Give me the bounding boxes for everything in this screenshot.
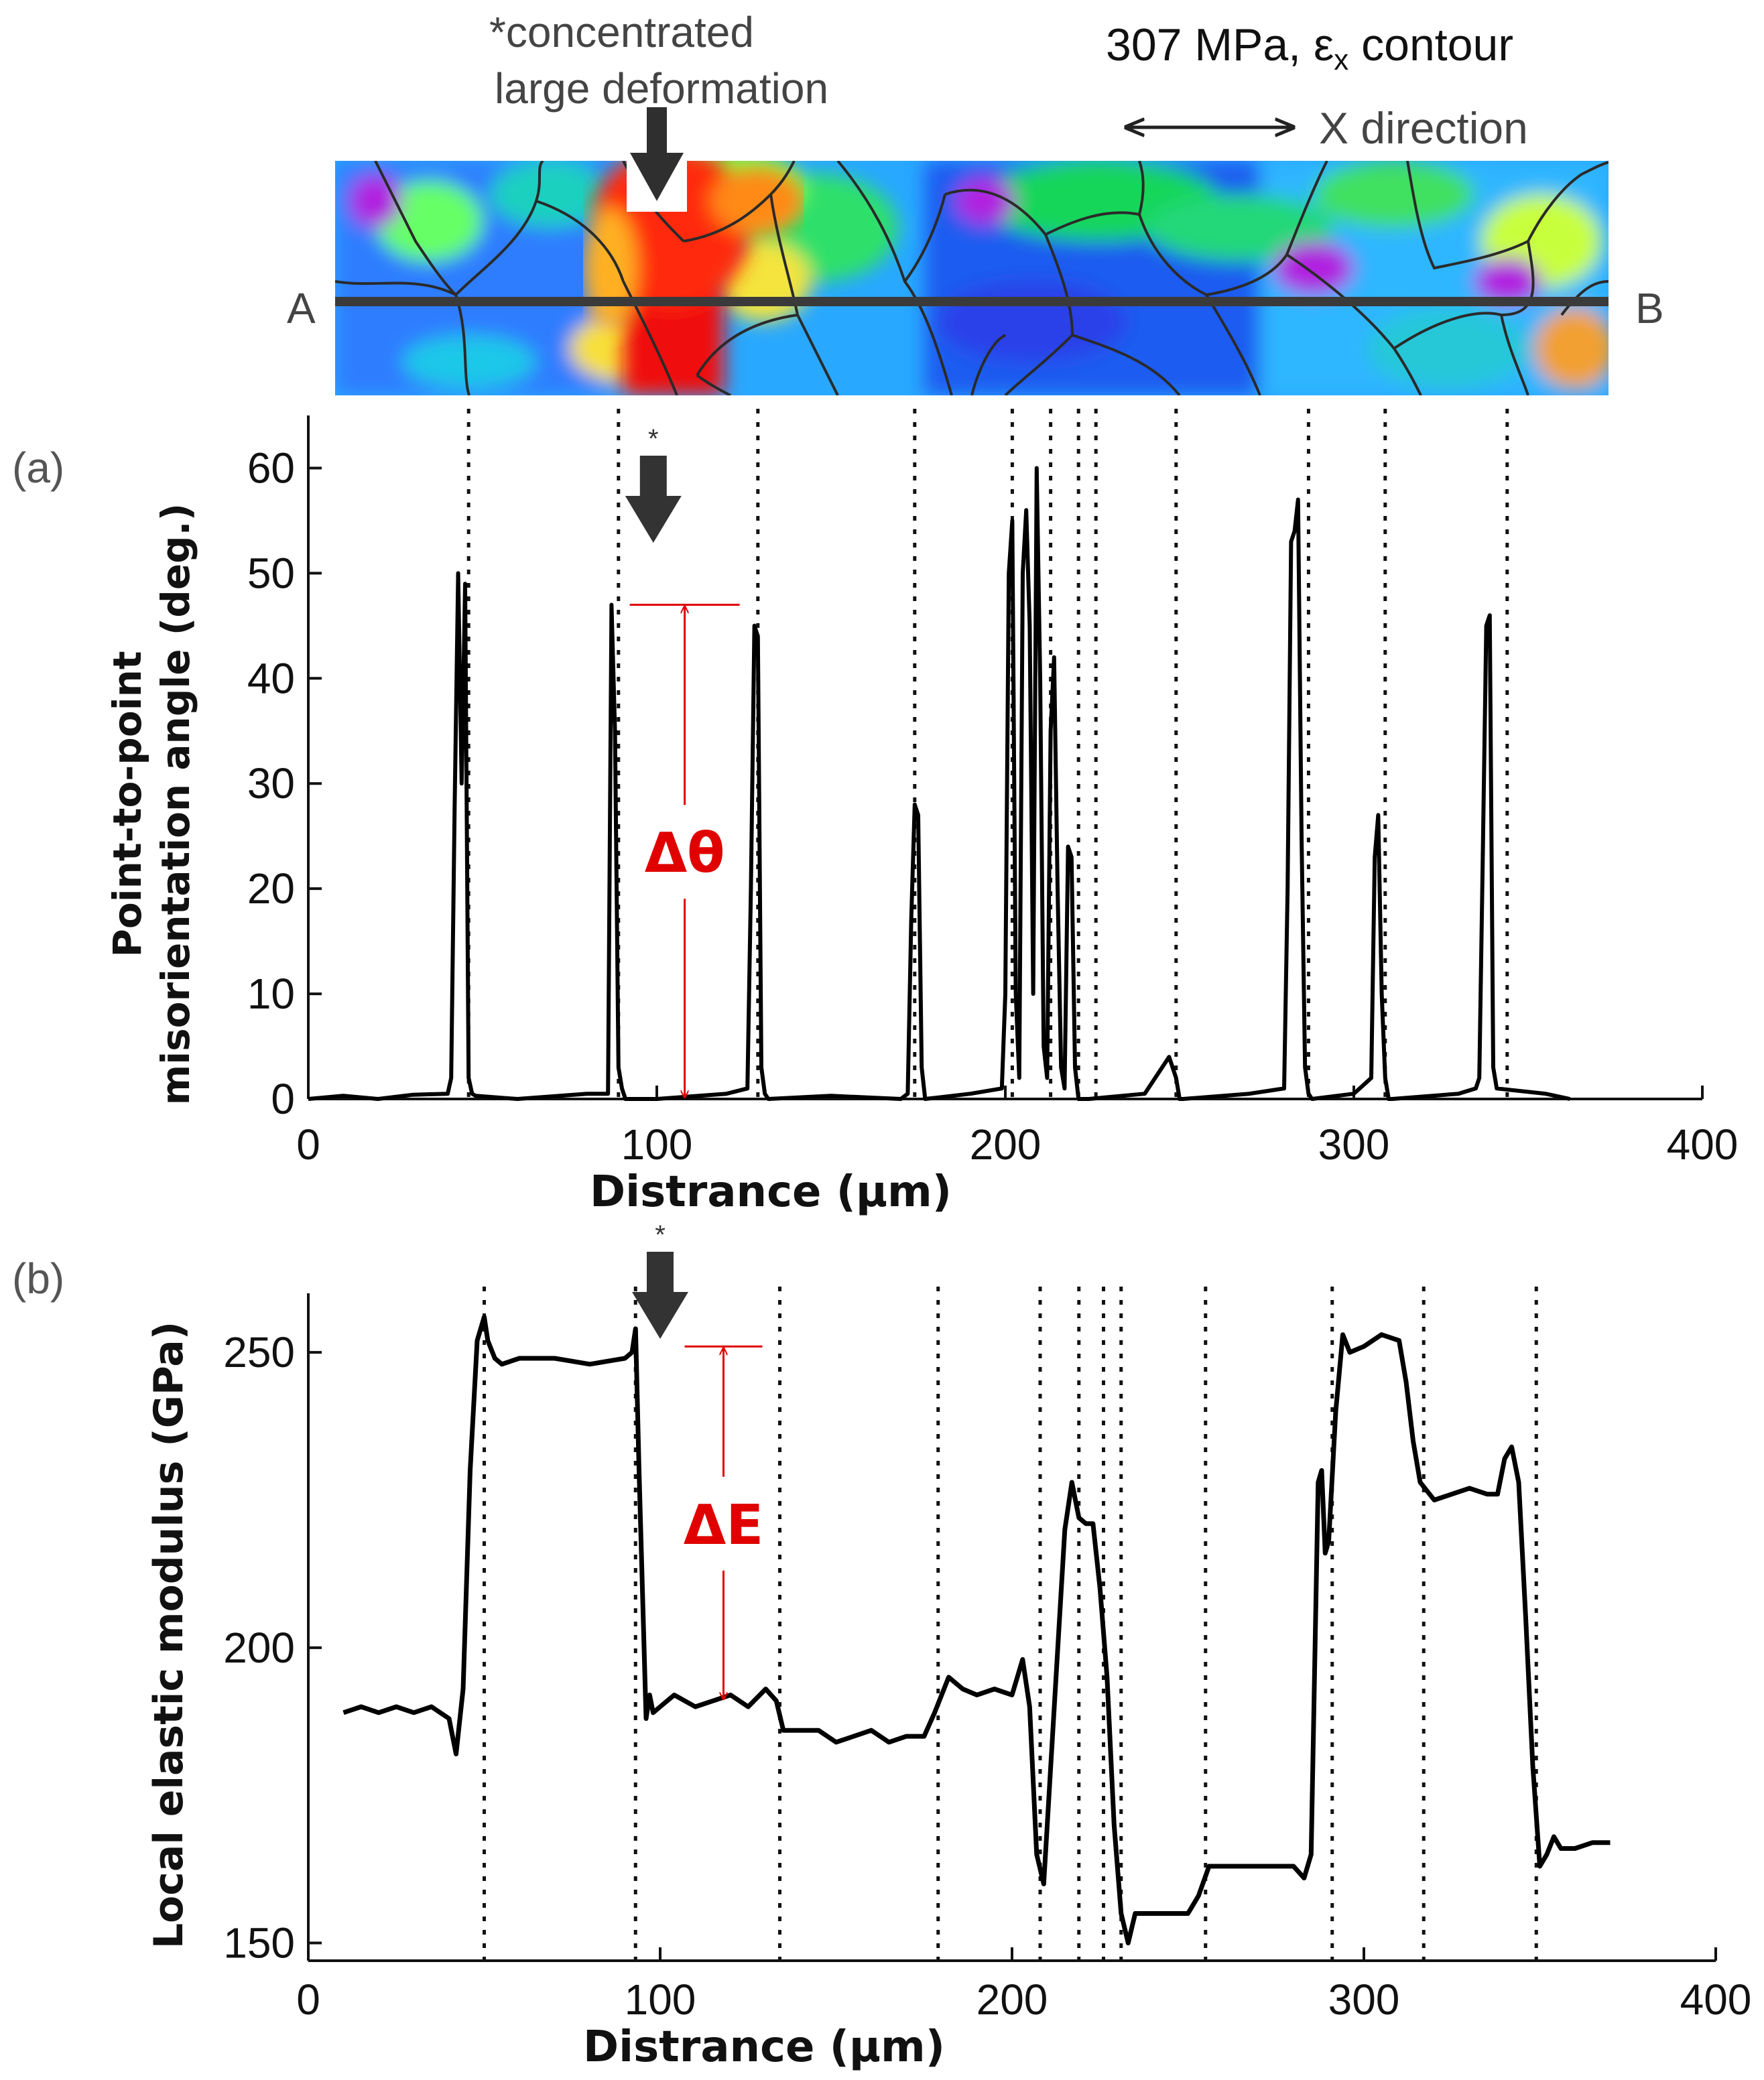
y-axis-label-a-line1: Point-to-point [105,651,150,957]
marks-b: * ΔE [632,1220,763,1699]
map-title: 307 MPa, εx contour [1106,19,1513,76]
black-arrow-icon [632,1252,688,1339]
x-axis-label-b: Distrance (μm) [583,2022,945,2072]
x-tick-label: 200 [976,1975,1048,2024]
x-tick-label: 300 [1328,1975,1400,2024]
boundary-lines-a [466,409,1509,1099]
x-axis-label-a: Distrance (μm) [590,1167,952,1217]
contour-field [335,161,1609,395]
y-axis-label-a-line2: misorientation angle (deg.) [153,503,198,1105]
y-tick-label: 0 [271,1075,295,1123]
panel-label-b: (b) [12,1254,64,1303]
black-arrow-icon [625,456,682,543]
series-b [342,1314,1611,1946]
point-b-label: B [1635,284,1664,332]
boundary-lines-b [483,1287,1538,1961]
star-marker: * [648,424,659,454]
x-tick-label: 0 [296,1975,320,2024]
series-line [342,1314,1611,1946]
axes-b: 0 100 200 300 400 150 200 250 [223,1293,1751,2024]
y-tick-label: 10 [247,970,295,1018]
point-a-label: A [287,284,316,332]
elastic-modulus-chart: (b) 0 100 200 300 400 150 200 250 * ΔE Distrance… [12,1220,1751,2072]
deformation-arrow-icon [630,107,684,201]
x-tick-label: 300 [1318,1120,1390,1169]
series-a [308,466,1571,1101]
y-tick-label: 20 [247,864,295,913]
x-tick-label: 200 [970,1120,1042,1169]
x-tick-label: 100 [625,1975,696,2024]
delta-label: Δθ [645,822,725,885]
strain-contour-map: *concentrated large deformation 307 MPa,… [287,8,1664,395]
axes-a: 0 100 200 300 400 0 10 20 30 40 50 60 [247,415,1739,1169]
y-axis-label-b: Local elastic modulus (GPa) [145,1321,192,1949]
direction-label: X direction [1319,103,1528,153]
misorientation-chart: (a) 0 100 200 300 400 0 10 20 30 40 50 60 * Δθ Distr… [12,409,1738,1217]
note-line-2: large deformation [495,64,828,113]
delta-label: ΔE [684,1494,763,1557]
x-tick-label: 400 [1667,1120,1739,1169]
x-tick-label: 0 [296,1120,320,1169]
y-tick-label: 50 [247,549,295,597]
y-tick-label: 200 [223,1624,295,1672]
x-tick-label: 400 [1680,1975,1752,2024]
grain-boundaries [335,161,1609,395]
series-line [308,466,1571,1101]
y-tick-label: 250 [223,1328,295,1376]
note-line-1: *concentrated [489,8,754,56]
panel-label-a: (a) [12,444,64,492]
y-tick-label: 40 [247,654,295,702]
x-tick-label: 100 [621,1120,693,1169]
marks-a: * Δθ [625,424,740,1098]
y-tick-label: 150 [223,1919,295,1967]
star-marker: * [655,1220,666,1250]
y-tick-label: 60 [247,444,295,492]
y-tick-label: 30 [247,759,295,807]
